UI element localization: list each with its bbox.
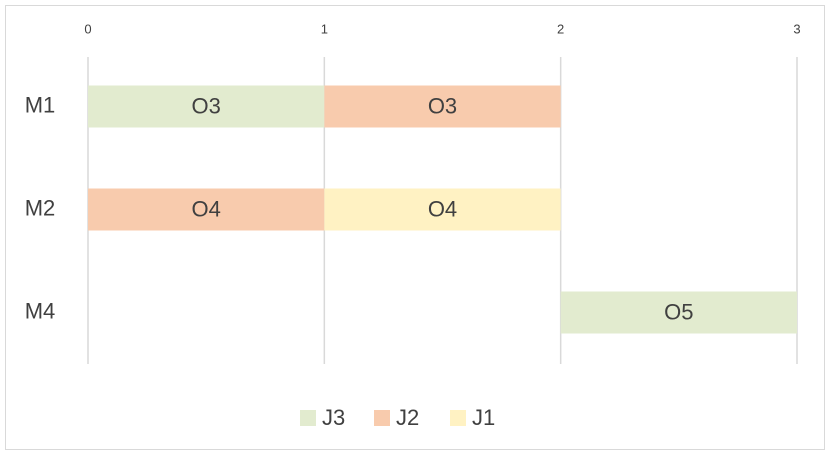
legend-label: J2 [396,405,419,430]
legend-swatch [300,410,316,426]
legend-label: J1 [472,405,495,430]
bar-label: O4 [191,196,220,221]
bar-label: O3 [191,93,220,118]
y-tick-label: M4 [25,298,56,323]
bar-label: O3 [428,93,457,118]
bar [88,188,325,231]
bar-label: O5 [664,299,693,324]
bar [560,291,797,334]
y-tick-label: M1 [25,92,56,117]
y-tick-label: M2 [25,195,56,220]
legend-label: J3 [322,405,345,430]
legend-swatch [450,410,466,426]
x-tick-label: 2 [557,21,564,36]
x-tick-label: 0 [84,21,91,36]
bar [88,85,325,128]
x-tick-label: 3 [793,21,800,36]
x-tick-label: 1 [321,21,328,36]
bar [324,188,561,231]
bar [324,85,561,128]
bar-label: O4 [428,196,457,221]
legend-swatch [374,410,390,426]
